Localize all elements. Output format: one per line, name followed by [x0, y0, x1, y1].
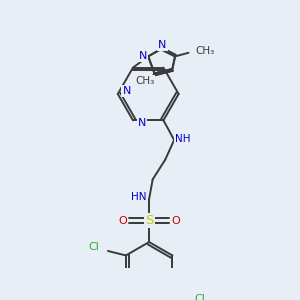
Text: N: N: [139, 51, 147, 62]
Text: HN: HN: [130, 192, 146, 202]
Text: S: S: [145, 214, 153, 227]
Text: CH₃: CH₃: [195, 46, 214, 56]
Text: Cl: Cl: [88, 242, 99, 252]
Text: N: N: [122, 86, 131, 96]
Text: NH: NH: [176, 134, 191, 144]
Text: N: N: [158, 40, 167, 50]
Text: O: O: [172, 215, 180, 226]
Text: N: N: [138, 118, 146, 128]
Text: O: O: [118, 215, 127, 226]
Text: Cl: Cl: [195, 294, 206, 300]
Text: CH₃: CH₃: [135, 76, 154, 85]
